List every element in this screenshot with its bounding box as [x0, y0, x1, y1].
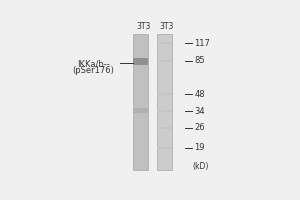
Text: (pSer176): (pSer176) [72, 66, 114, 75]
Bar [157, 34, 172, 170]
Text: 3T3: 3T3 [136, 22, 151, 31]
Bar [157, 127, 172, 129]
Bar [133, 34, 148, 170]
Text: 34: 34 [194, 107, 205, 116]
Bar [133, 58, 148, 65]
Bar [157, 93, 172, 95]
Text: 48: 48 [194, 90, 205, 99]
Text: IKKa/b--: IKKa/b-- [77, 60, 110, 69]
Text: 117: 117 [194, 39, 210, 48]
Bar [157, 60, 172, 62]
Text: 85: 85 [194, 56, 205, 65]
Text: 3T3: 3T3 [159, 22, 174, 31]
Bar [157, 147, 172, 149]
Text: 26: 26 [194, 123, 205, 132]
Text: 19: 19 [194, 143, 205, 152]
Bar [157, 42, 172, 44]
Bar [133, 108, 148, 113]
Text: (kD): (kD) [192, 162, 208, 171]
Bar [157, 110, 172, 112]
